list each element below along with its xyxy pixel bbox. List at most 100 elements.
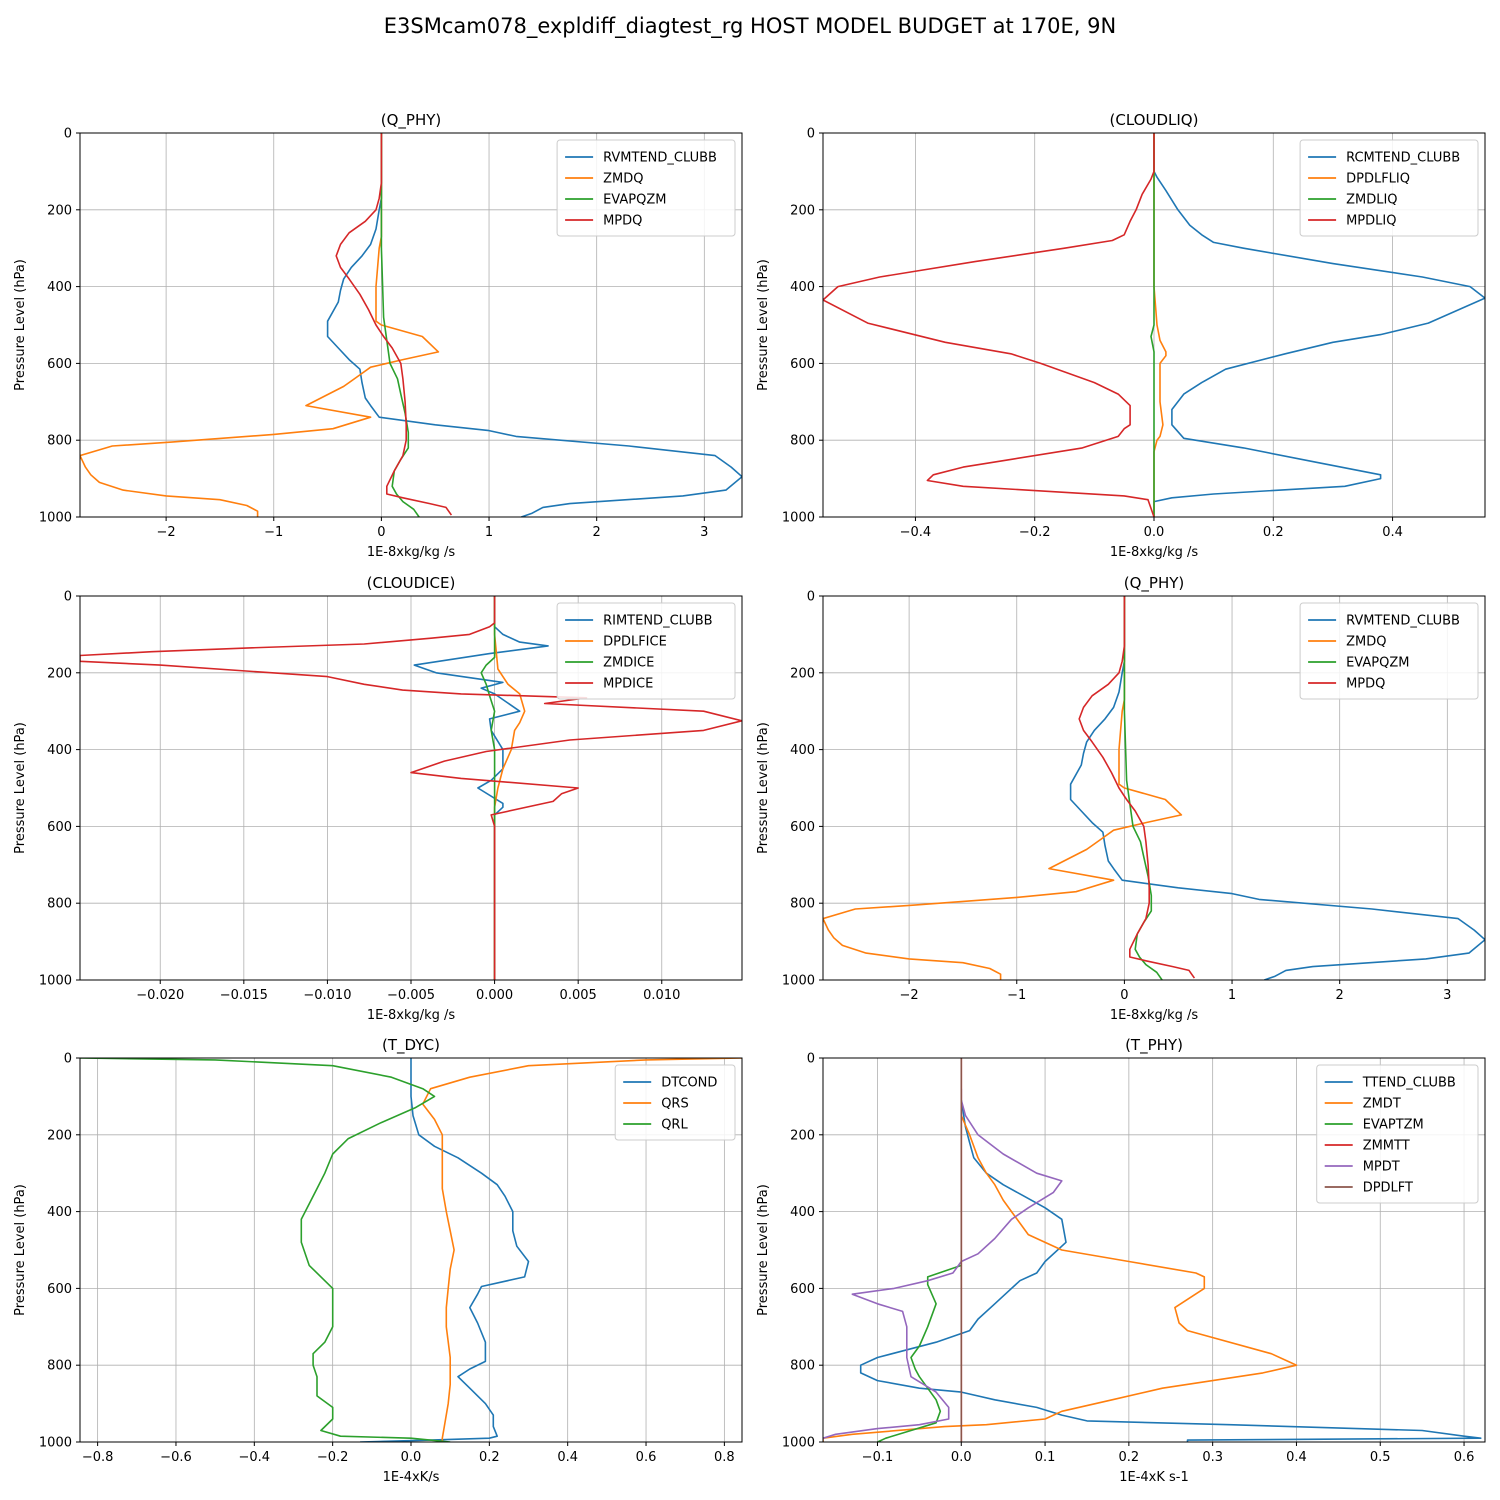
x-tick-label: −0.4 [900, 525, 932, 540]
x-tick-label: 0.2 [479, 1450, 500, 1465]
axes-frame [822, 1057, 1486, 1443]
x-tick-label: −0.020 [136, 988, 184, 1003]
y-tick-label: 400 [790, 743, 815, 758]
y-axis-label: Pressure Level (hPa) [756, 1184, 771, 1316]
x-tick-label: −0.4 [239, 1450, 271, 1465]
x-tick-label: 0.1 [1035, 1450, 1056, 1465]
series-line-rvmtend-clubb [1069, 596, 1485, 980]
x-tick-label: −1 [1007, 988, 1026, 1003]
legend-label: ZMDICE [603, 656, 654, 671]
y-axis-label: Pressure Level (hPa) [756, 722, 771, 854]
y-tick-label: 1000 [39, 511, 72, 526]
series-line-zmdice [480, 596, 496, 980]
chart-title: (Q_PHY) [381, 111, 442, 130]
x-tick-label: 0.4 [557, 1450, 578, 1465]
series-group [823, 596, 1485, 980]
legend-label: ZMDT [1363, 1097, 1401, 1112]
legend: DTCOND QRS QRL [614, 1064, 736, 1141]
series-line-ttend-clubb [859, 1100, 1482, 1442]
series-line-dpdlfliq [1153, 133, 1167, 517]
series-line-zmdliq [1150, 133, 1155, 517]
y-tick-label: 200 [790, 1128, 815, 1143]
y-tick-label: 600 [790, 1282, 815, 1297]
y-tick-label: 200 [47, 666, 72, 681]
legend-box [556, 602, 736, 700]
series-line-rvmtend-clubb [326, 133, 742, 517]
x-tick-label: 3 [700, 525, 708, 540]
y-tick-label: 800 [790, 1359, 815, 1374]
y-tick-label: 200 [790, 203, 815, 218]
legend-label: DPDLFT [1363, 1181, 1413, 1196]
legend-label: EVAPQZM [603, 193, 666, 208]
chart-title: (CLOUDICE) [367, 574, 456, 592]
legend-label: QRS [661, 1097, 689, 1112]
series-line-rimtend-clubb [413, 596, 549, 980]
y-tick-label: 0 [807, 127, 815, 142]
y-tick-label: 800 [47, 897, 72, 912]
y-tick-label: 400 [47, 743, 72, 758]
x-tick-label: 0.000 [476, 988, 513, 1003]
legend: RCMTEND_CLUBB DPDLFLIQ ZMDLIQ MPDLIQ [1299, 139, 1479, 237]
y-tick-label: 1000 [782, 511, 815, 526]
legend-label: MPDLIQ [1346, 214, 1396, 229]
y-tick-label: 800 [47, 434, 72, 449]
y-axis-label: Pressure Level (hPa) [13, 259, 28, 391]
y-tick-label: 400 [790, 280, 815, 295]
chart-title: (CLOUDLIQ) [1110, 111, 1199, 129]
series-group [823, 133, 1485, 517]
axes-frame [79, 132, 743, 518]
series-line-mpdq [335, 133, 453, 516]
y-tick-label: 0 [807, 590, 815, 605]
legend-label: ZMDLIQ [1346, 193, 1397, 208]
x-tick-label: 1 [485, 525, 493, 540]
y-tick-label: 200 [47, 203, 72, 218]
legend-label: TTEND_CLUBB [1362, 1076, 1456, 1091]
legend-label: MPDICE [603, 677, 653, 692]
legend-box [1299, 139, 1479, 237]
y-tick-label: 600 [47, 820, 72, 835]
y-tick-label: 400 [790, 1205, 815, 1220]
legend-label: QRL [661, 1118, 688, 1133]
axes-frame [822, 595, 1486, 981]
series-line-evaptzm [877, 1264, 962, 1442]
x-tick-label: 0.3 [1202, 1450, 1223, 1465]
x-axis-label: 1E-8xkg/kg /s [367, 1008, 456, 1023]
series-line-zmdq [823, 596, 1183, 980]
y-tick-label: 600 [790, 357, 815, 372]
y-axis-label: Pressure Level (hPa) [756, 259, 771, 391]
series-group [80, 1058, 742, 1442]
x-tick-label: 0.5 [1370, 1450, 1391, 1465]
x-tick-label: 0.0 [951, 1450, 972, 1465]
legend-label: MPDQ [1346, 677, 1385, 692]
x-tick-label: 0.4 [1382, 525, 1403, 540]
y-axis-label: Pressure Level (hPa) [13, 722, 28, 854]
legend: RVMTEND_CLUBB ZMDQ EVAPQZM MPDQ [1299, 602, 1479, 700]
legend-label: ZMDQ [1346, 635, 1386, 650]
y-tick-label: 600 [790, 820, 815, 835]
series-group [823, 1058, 1482, 1442]
x-axis-label: 1E-8xkg/kg /s [1110, 1008, 1199, 1023]
legend-label: ZMDQ [603, 172, 643, 187]
y-tick-label: 200 [47, 1128, 72, 1143]
y-tick-label: 0 [64, 1052, 72, 1067]
series-line-qrs [422, 1058, 742, 1442]
legend-label: RVMTEND_CLUBB [1346, 614, 1460, 629]
x-tick-label: −2 [157, 525, 176, 540]
x-tick-label: 0.010 [643, 988, 680, 1003]
chart-title: (Q_PHY) [1124, 574, 1185, 593]
x-tick-label: 0.8 [714, 1450, 735, 1465]
chart-panel-3: −0.020 −0.015 −0.010 −0.005 0.000 0.005 0.010 0… [13, 574, 743, 1023]
x-tick-label: −0.8 [82, 1450, 114, 1465]
x-tick-label: −0.015 [220, 988, 268, 1003]
x-tick-label: 0.6 [636, 1450, 657, 1465]
y-tick-label: 1000 [39, 1436, 72, 1451]
y-tick-label: 800 [47, 1359, 72, 1374]
x-tick-label: 3 [1443, 988, 1451, 1003]
legend: RIMTEND_CLUBB DPDLFICE ZMDICE MPDICE [556, 602, 736, 700]
x-tick-label: 1 [1228, 988, 1236, 1003]
series-group [80, 133, 742, 517]
y-tick-label: 400 [47, 1205, 72, 1220]
x-tick-label: 0.4 [1286, 1450, 1307, 1465]
x-tick-label: 0.6 [1454, 1450, 1475, 1465]
